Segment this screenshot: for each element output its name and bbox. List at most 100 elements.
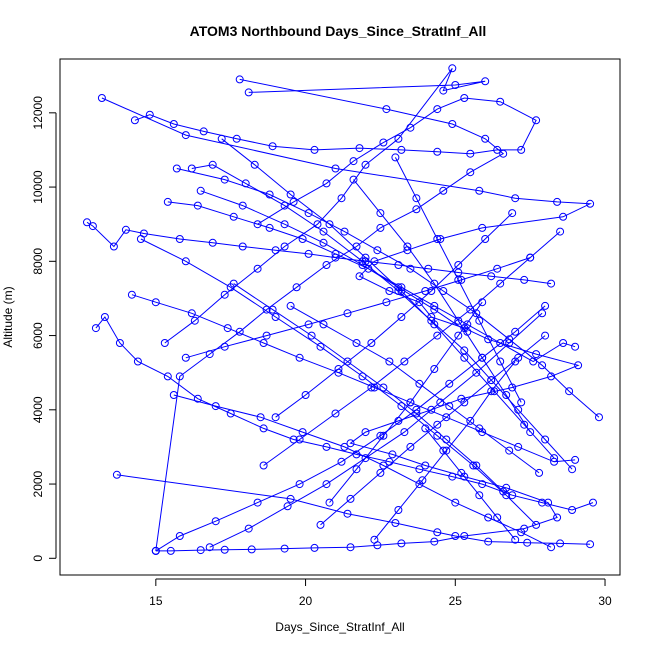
data-point: [394, 506, 403, 514]
data-point: [280, 242, 289, 251]
data-point: [412, 205, 421, 214]
series-line: [233, 283, 504, 492]
y-tick-label: 12000: [31, 96, 45, 130]
data-point: [439, 446, 448, 455]
data-point: [574, 361, 583, 370]
data-point: [352, 339, 361, 347]
y-axis-label: Altitude (m): [1, 286, 15, 347]
x-tick-label: 15: [149, 594, 163, 608]
data-point: [331, 249, 340, 258]
chart-title: ATOM3 Northbound Days_Since_StratInf_All: [190, 23, 487, 39]
data-point: [475, 316, 484, 325]
data-point: [388, 450, 397, 459]
data-point: [541, 435, 550, 444]
data-point: [445, 379, 454, 388]
data-point: [325, 220, 334, 229]
data-point: [271, 246, 280, 255]
data-point: [484, 513, 493, 522]
data-point: [496, 97, 505, 106]
data-point: [361, 160, 370, 169]
data-point: [187, 309, 196, 318]
data-point: [229, 279, 238, 288]
data-point: [343, 357, 352, 366]
data-point: [394, 134, 403, 143]
data-point: [433, 235, 442, 243]
data-point: [349, 175, 358, 184]
series-line: [394, 157, 522, 403]
data-point: [541, 331, 550, 340]
data-point: [568, 506, 577, 514]
series-line: [209, 312, 543, 548]
data-point: [439, 287, 448, 295]
x-axis-label: Days_Since_StratInf_All: [275, 620, 404, 634]
y-axis: 0 2000 4000 6000 8000 10000 12000: [31, 96, 57, 562]
data-point: [385, 357, 394, 366]
data-point: [547, 279, 556, 288]
data-point: [292, 283, 301, 292]
data-point: [394, 283, 403, 292]
data-point: [352, 465, 361, 474]
data-point: [478, 298, 487, 307]
series-16: [181, 253, 535, 362]
series-line: [95, 316, 594, 511]
data-point: [235, 75, 244, 84]
series-15: [217, 134, 559, 463]
data-point: [481, 134, 490, 143]
data-point: [559, 339, 568, 347]
data-point: [475, 424, 484, 433]
data-point: [556, 539, 565, 548]
data-point: [454, 275, 463, 284]
y-tick-label: 8000: [31, 248, 45, 275]
data-point: [100, 313, 109, 321]
data-point: [112, 470, 121, 479]
data-point: [280, 201, 289, 210]
series-line: [140, 238, 537, 526]
series-line: [134, 97, 537, 225]
x-tick-label: 25: [449, 594, 463, 608]
data-point: [319, 227, 328, 236]
series-14: [136, 235, 541, 529]
data-point: [406, 398, 415, 407]
data-point: [493, 513, 502, 522]
data-point: [163, 197, 172, 206]
series-24: [196, 186, 472, 336]
data-point: [220, 290, 229, 299]
data-point: [547, 543, 556, 552]
data-point: [496, 357, 505, 366]
data-point: [307, 331, 316, 340]
data-point: [187, 164, 196, 173]
data-point: [271, 413, 280, 422]
data-point: [322, 442, 331, 451]
data-point: [517, 145, 526, 154]
data-point: [289, 435, 298, 444]
data-point: [547, 372, 556, 381]
data-point: [268, 142, 277, 151]
data-point: [508, 491, 517, 500]
data-point: [487, 272, 496, 281]
data-point: [430, 279, 439, 288]
data-point: [286, 301, 295, 310]
data-point: [346, 543, 355, 552]
data-point: [376, 209, 385, 218]
data-point: [400, 428, 409, 437]
data-point: [430, 320, 439, 329]
data-point: [259, 424, 268, 433]
data-point: [253, 264, 262, 273]
data-point: [526, 428, 535, 437]
data-point: [538, 361, 547, 370]
data-point: [412, 409, 421, 418]
data-point: [151, 546, 160, 555]
data-point: [556, 227, 565, 236]
data-point: [286, 494, 295, 503]
data-point: [193, 394, 202, 403]
data-point: [472, 461, 481, 470]
data-point: [457, 468, 466, 477]
data-point: [163, 372, 172, 381]
data-point: [487, 387, 496, 396]
data-point: [373, 246, 382, 255]
data-point: [496, 279, 505, 288]
data-point: [322, 261, 331, 269]
data-point: [172, 164, 181, 173]
data-point: [355, 272, 364, 281]
